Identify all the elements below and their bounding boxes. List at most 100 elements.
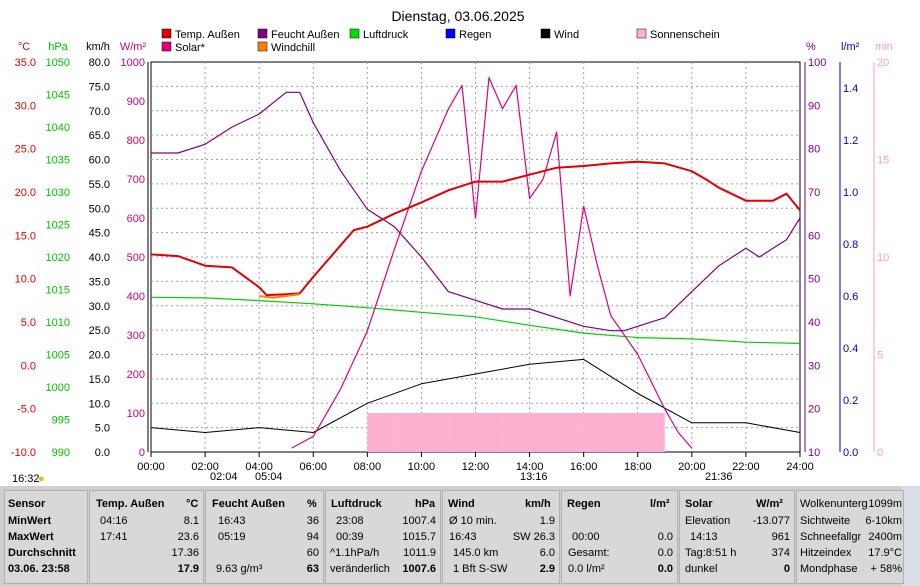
feucht-max: 94 bbox=[306, 531, 319, 543]
axis-tick-label: 100 bbox=[808, 57, 826, 69]
series-sonnenschein-bar bbox=[502, 413, 530, 452]
axis-tick-label: 0.6 bbox=[843, 291, 858, 303]
feucht-header: Feucht Außen bbox=[212, 498, 285, 510]
series-temp-au-en-line bbox=[150, 160, 801, 297]
solar-l4b: 0 bbox=[783, 563, 790, 575]
panel-temp: Temp. Außen °C 04:16 8.1 17:41 23.6 17.3… bbox=[89, 490, 204, 584]
solar-l1a: Elevation bbox=[685, 515, 731, 527]
series-sonnenschein-bar bbox=[610, 413, 638, 452]
solar-l3b: 374 bbox=[771, 547, 790, 559]
axis-tick-label: 1005 bbox=[46, 350, 70, 362]
axis-tick-label: 400 bbox=[127, 291, 145, 303]
druck-min-time: 23:08 bbox=[336, 515, 364, 527]
axis-tick-label: 1010 bbox=[46, 317, 70, 329]
legend-label: Luftdruck bbox=[363, 29, 409, 41]
axis-tick-label: 0.4 bbox=[843, 343, 858, 355]
legend-label: Temp. Außen bbox=[175, 29, 240, 41]
axis-tick-label: 5.0 bbox=[21, 317, 36, 329]
axis-tick-label: 0.0 bbox=[843, 447, 858, 459]
axis-unit-label: l/m² bbox=[841, 41, 860, 53]
legend-swatch bbox=[445, 28, 456, 39]
druck-trend: ^1.1hPa/h bbox=[330, 547, 380, 559]
axis-tick-label: 1030 bbox=[46, 187, 70, 199]
solar-unit: W/m² bbox=[756, 498, 783, 510]
axis-tick-label: 20 bbox=[877, 57, 889, 69]
time-marker: 02:04 bbox=[210, 471, 238, 483]
axis-tick-label: 995 bbox=[52, 415, 70, 427]
series-sonnenschein-bar bbox=[529, 413, 557, 452]
weather-chart: Dienstag, 03.06.2025 Temp. Außen Feucht A… bbox=[10, 8, 893, 485]
wind-l3b: 6.0 bbox=[539, 547, 555, 559]
solar-l1b: -13.077 bbox=[752, 515, 790, 527]
axis-tick-label: 1020 bbox=[46, 252, 70, 264]
axis-tick-label: 0 bbox=[877, 447, 883, 459]
axis-tick-label: 900 bbox=[127, 96, 145, 108]
axis-tick-label: 50 bbox=[808, 274, 820, 286]
extra-l1b: 6-10km bbox=[865, 515, 902, 527]
axis-tick-label: 55.0 bbox=[89, 179, 110, 191]
wind-header: Wind bbox=[448, 498, 475, 510]
feucht-max-time: 05:19 bbox=[218, 531, 246, 543]
x-tick-label: 00:00 bbox=[137, 461, 165, 473]
x-tick-label: 24:00 bbox=[786, 461, 814, 473]
axis-tick-label: 60.0 bbox=[89, 155, 110, 167]
series-windchill-line bbox=[259, 293, 300, 299]
axis-tick-label: 35.0 bbox=[15, 57, 36, 69]
solar-l3a: Tag:8:51 h bbox=[685, 547, 737, 559]
axis-tick-label: 15.0 bbox=[89, 374, 110, 386]
axis-tick-label: 90 bbox=[808, 100, 820, 112]
regen-l3b: 0.0 bbox=[657, 547, 673, 559]
axes: °C 35.0 30.0 25.0 20.0 15.0 10.0 5.0 0.0 -5.0 -10.… bbox=[11, 41, 893, 473]
axis-tick-label: 600 bbox=[127, 213, 145, 225]
x-tick-label: 06:00 bbox=[299, 461, 327, 473]
axis-tick-label: 65.0 bbox=[89, 130, 110, 142]
axis-unit-label: % bbox=[806, 41, 816, 53]
feucht-min-time: 16:43 bbox=[218, 515, 246, 527]
series-sonnenschein-bar bbox=[448, 413, 476, 452]
x-tick-label: 18:00 bbox=[624, 461, 652, 473]
right-edge bbox=[902, 486, 920, 586]
sun-icon: ● bbox=[38, 473, 45, 485]
axis-tick-label: 1040 bbox=[46, 122, 70, 134]
feucht-min: 36 bbox=[306, 515, 319, 527]
axis-tick-label: 1.4 bbox=[843, 83, 858, 95]
axis-tick-label: 5.0 bbox=[95, 423, 110, 435]
axis-tick-label: 10 bbox=[808, 447, 820, 459]
temp-current: 17.9 bbox=[177, 563, 199, 575]
sensor-date: 03.06. 23:58 bbox=[8, 563, 70, 575]
axis-tick-label: 40.0 bbox=[89, 252, 110, 264]
axis-tick-label: 15.0 bbox=[15, 230, 36, 242]
series-sonnenschein-bar bbox=[421, 413, 449, 452]
axis-tick-label: 1.0 bbox=[843, 187, 858, 199]
legend-label: Regen bbox=[459, 29, 491, 41]
solar-l2b: 961 bbox=[771, 531, 790, 543]
sensor-header: Sensor bbox=[8, 498, 46, 510]
sensor-max: MaxWert bbox=[8, 531, 54, 543]
axis-tick-label: 10 bbox=[877, 252, 889, 264]
temp-max: 23.6 bbox=[177, 531, 199, 543]
regen-l4b: 0.0 bbox=[657, 563, 673, 575]
x-tick-label: 04:00 bbox=[245, 461, 273, 473]
series-luftdruck-line bbox=[150, 296, 801, 344]
panel-extra: Wolkenunterg 1099m Sichtweite 6-10km Sch… bbox=[796, 490, 904, 584]
wind-l3a: 145.0 km bbox=[453, 547, 499, 559]
x-tick-label: 12:00 bbox=[462, 461, 490, 473]
axis-unit-label: W/m² bbox=[120, 41, 147, 53]
axis-unit-label: °C bbox=[18, 41, 30, 53]
regen-header: Regen bbox=[567, 498, 601, 510]
legend: Temp. Außen Feucht Außen Luftdruck Regen Win… bbox=[161, 28, 720, 54]
wind-l1b: 1.9 bbox=[539, 515, 555, 527]
grid bbox=[151, 62, 800, 452]
axis-tick-label: 45.0 bbox=[89, 228, 110, 240]
axis-tick-label: 60 bbox=[808, 230, 820, 242]
panel-feucht: Feucht Außen % 16:43 36 05:19 94 60 9.63… bbox=[205, 490, 324, 584]
x-tick-label: 08:00 bbox=[354, 461, 382, 473]
wind-l1a: Ø 10 min. bbox=[449, 515, 497, 527]
axis-tick-label: -10.0 bbox=[11, 447, 36, 459]
extra-l2a: Schneefallgr bbox=[800, 531, 862, 543]
axis-tick-label: 20.0 bbox=[15, 187, 36, 199]
extra-l1a: Sichtweite bbox=[800, 515, 851, 527]
legend-swatch bbox=[161, 28, 172, 39]
temp-unit: °C bbox=[186, 498, 199, 510]
series-wind-line bbox=[150, 358, 801, 433]
